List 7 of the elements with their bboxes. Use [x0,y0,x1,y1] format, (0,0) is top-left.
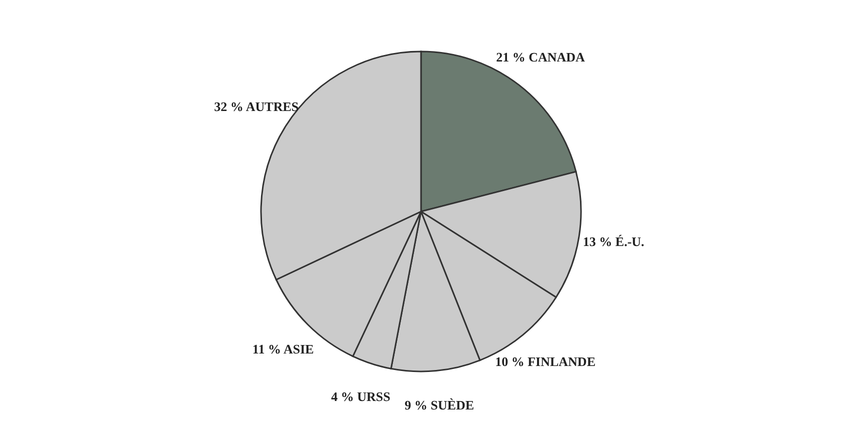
slice-label: 21 % CANADA [496,49,586,64]
slice-label: 13 % É.-U. [582,234,644,250]
slice-label: 4 % URSS [331,388,390,404]
slice-label: 9 % SUÈDE [404,398,474,413]
slice-label: 32 % AUTRES [214,99,299,114]
slice-label: 11 % ASIE [252,341,314,356]
slice-label: 10 % FINLANDE [495,354,596,369]
